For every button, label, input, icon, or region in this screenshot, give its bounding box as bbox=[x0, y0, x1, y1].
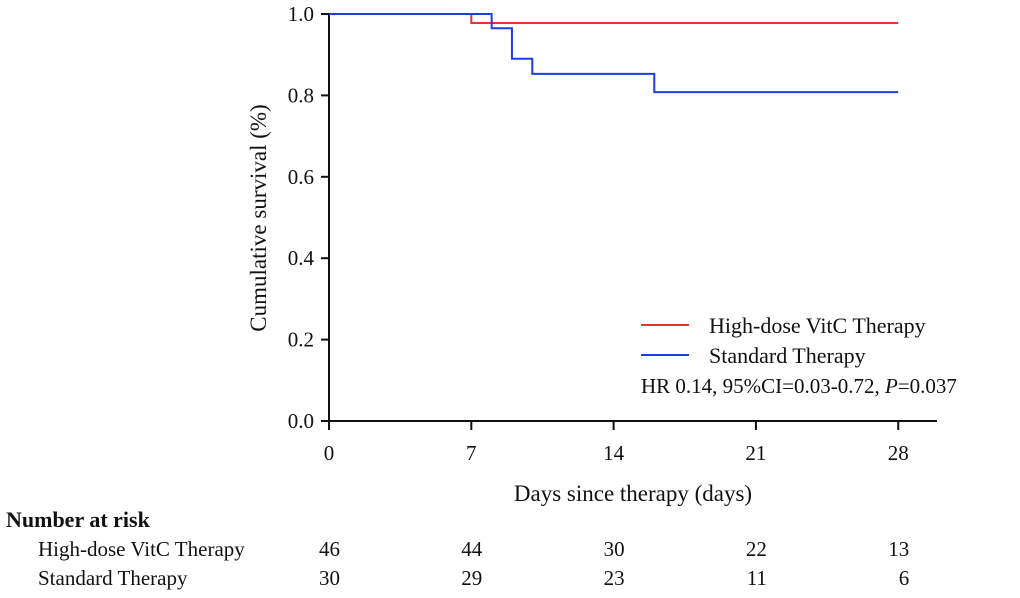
risk-value: 23 bbox=[604, 566, 625, 590]
risk-value: 11 bbox=[747, 566, 767, 590]
survival-curve-standard bbox=[329, 13, 899, 94]
risk-value: 44 bbox=[461, 537, 483, 561]
y-tick-label: 0.2 bbox=[288, 328, 314, 352]
x-tick-label: 14 bbox=[603, 441, 625, 465]
y-ticks: 0.0 0.2 0.4 0.6 0.8 1.0 bbox=[288, 2, 329, 433]
y-tick-label: 0.0 bbox=[288, 409, 314, 433]
x-tick-label: 28 bbox=[888, 441, 909, 465]
risk-table: Number at risk High-dose VitC Therapy St… bbox=[6, 507, 909, 590]
p-value: =0.037 bbox=[898, 374, 957, 398]
risk-table-title: Number at risk bbox=[6, 507, 151, 532]
x-axis-title: Days since therapy (days) bbox=[514, 481, 752, 506]
y-tick-label: 0.4 bbox=[288, 246, 315, 270]
risk-value: 6 bbox=[899, 566, 910, 590]
survival-curves bbox=[329, 13, 899, 94]
legend: High-dose VitC Therapy Standard Therapy bbox=[641, 313, 926, 368]
legend-label-standard: Standard Therapy bbox=[709, 343, 866, 368]
x-tick-label: 7 bbox=[466, 441, 477, 465]
y-tick-label: 0.8 bbox=[288, 83, 314, 107]
x-ticks: 0 7 14 21 28 bbox=[324, 421, 909, 465]
risk-row-label-standard: Standard Therapy bbox=[38, 566, 188, 590]
risk-value: 30 bbox=[604, 537, 625, 561]
risk-value: 13 bbox=[888, 537, 909, 561]
hazard-ratio-annotation: HR 0.14, 95%CI=0.03-0.72, P=0.037 bbox=[641, 374, 957, 398]
x-tick-label: 21 bbox=[745, 441, 766, 465]
survival-curve-high-dose bbox=[329, 13, 899, 24]
risk-value: 30 bbox=[319, 566, 340, 590]
x-tick-label: 0 bbox=[324, 441, 335, 465]
risk-value: 29 bbox=[461, 566, 482, 590]
y-tick-label: 1.0 bbox=[288, 2, 314, 26]
axes bbox=[328, 14, 937, 422]
y-axis-title: Cumulative survival (%) bbox=[246, 104, 271, 331]
legend-label-high-dose: High-dose VitC Therapy bbox=[709, 313, 926, 338]
hazard-ratio-text: HR 0.14, 95%CI=0.03-0.72, bbox=[641, 374, 885, 398]
risk-values: 46 44 30 22 13 30 29 23 11 6 bbox=[319, 537, 909, 590]
y-tick-label: 0.6 bbox=[288, 165, 314, 189]
risk-value: 46 bbox=[319, 537, 340, 561]
risk-value: 22 bbox=[746, 537, 767, 561]
p-symbol: P bbox=[884, 374, 898, 398]
risk-row-label-high-dose: High-dose VitC Therapy bbox=[38, 537, 245, 561]
